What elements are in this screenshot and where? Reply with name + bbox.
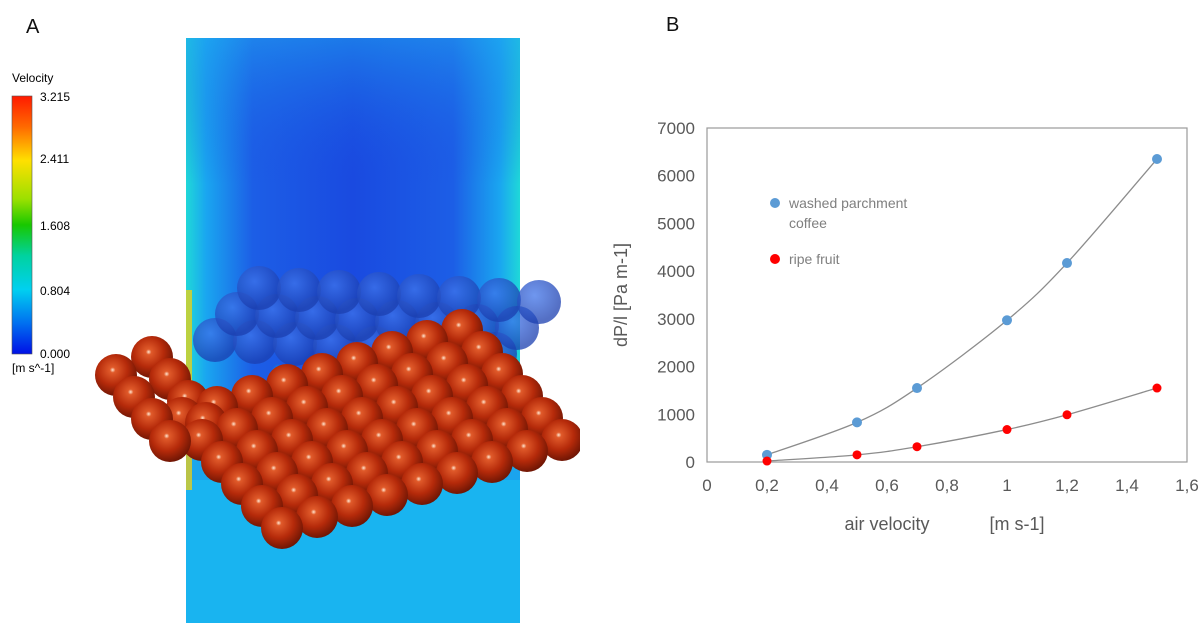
colorbar-tick: 0.804: [40, 284, 70, 298]
ghost-particle: [437, 276, 481, 320]
particle-sphere: [261, 507, 303, 549]
x-tick-label: 0,4: [815, 476, 839, 495]
particle-sphere: [401, 463, 443, 505]
data-point: [852, 450, 862, 460]
y-axis-title: dP/l [Pa m-1]: [611, 243, 631, 347]
ghost-particle: [397, 274, 441, 318]
ghost-particle: [357, 272, 401, 316]
particle-sphere: [471, 441, 513, 483]
data-point: [912, 442, 922, 452]
colorbar-tick: 1.608: [40, 219, 70, 233]
series-fit-line: [766, 158, 1158, 456]
cfd-velocity-field: Velocity 3.215 2.411 1.608 0.804 0.000 […: [11, 38, 580, 623]
particle-sphere: [296, 496, 338, 538]
x-axis-title: air velocity: [844, 514, 929, 534]
particle-bed: [95, 309, 580, 549]
legend-label: coffee: [789, 215, 827, 231]
y-tick-label: 0: [686, 453, 695, 472]
ghost-particle: [277, 268, 321, 312]
plot-frame: [706, 127, 1188, 463]
series-fit-line: [766, 387, 1158, 462]
colorbar-title: Velocity: [12, 71, 53, 85]
y-tick-label: 4000: [657, 262, 695, 281]
legend-marker: [770, 254, 780, 264]
x-tick-label: 1: [1002, 476, 1011, 495]
panel-label-b: B: [666, 14, 680, 36]
particle-sphere: [331, 485, 373, 527]
ghost-particle: [317, 270, 361, 314]
x-tick-label: 0,6: [875, 476, 899, 495]
pressure-drop-chart: 0 1000 2000 3000 4000 5000 6000 7000 0 0,2 0,4 0,6 0…: [611, 119, 1199, 534]
data-point: [1062, 258, 1072, 269]
ghost-particle: [237, 266, 281, 310]
colorbar-tick: 0.000: [40, 347, 70, 361]
data-point: [1002, 425, 1012, 435]
particle-sphere: [541, 419, 580, 461]
x-tick-label: 1,2: [1055, 476, 1079, 495]
data-point: [762, 456, 772, 466]
y-tick-label: 5000: [657, 214, 695, 233]
y-tick-label: 1000: [657, 405, 695, 424]
colorbar-tick: 2.411: [40, 152, 69, 166]
legend-marker: [770, 198, 780, 208]
y-tick-label: 2000: [657, 358, 695, 377]
data-point: [1002, 315, 1012, 326]
x-tick-label: 1,6: [1175, 476, 1199, 495]
data-point: [1152, 154, 1162, 165]
x-tick-label: 0,8: [935, 476, 959, 495]
x-tick-label: 0,2: [755, 476, 779, 495]
legend-label: washed parchment: [788, 195, 907, 211]
data-point: [912, 383, 922, 394]
particle-sphere: [506, 430, 548, 472]
colorbar-tick: 3.215: [40, 90, 70, 104]
data-point: [1152, 383, 1162, 393]
colorbar-unit: [m s^-1]: [12, 361, 54, 375]
x-tick-label: 0: [702, 476, 711, 495]
panel-label-a: A: [26, 16, 40, 38]
y-tick-label: 7000: [657, 119, 695, 138]
particle-sphere: [149, 420, 191, 462]
particle-sphere: [436, 452, 478, 494]
y-tick-label: 6000: [657, 167, 695, 186]
y-tick-label: 3000: [657, 310, 695, 329]
x-tick-label: 1,4: [1115, 476, 1139, 495]
data-point: [1062, 410, 1072, 420]
particle-sphere: [366, 474, 408, 516]
x-axis-unit: [m s-1]: [989, 514, 1044, 534]
legend-label: ripe fruit: [789, 251, 840, 267]
ghost-particle: [477, 278, 521, 322]
ghost-particle: [517, 280, 561, 324]
velocity-colorbar: Velocity 3.215 2.411 1.608 0.804 0.000 […: [11, 71, 70, 375]
data-point: [852, 417, 862, 428]
